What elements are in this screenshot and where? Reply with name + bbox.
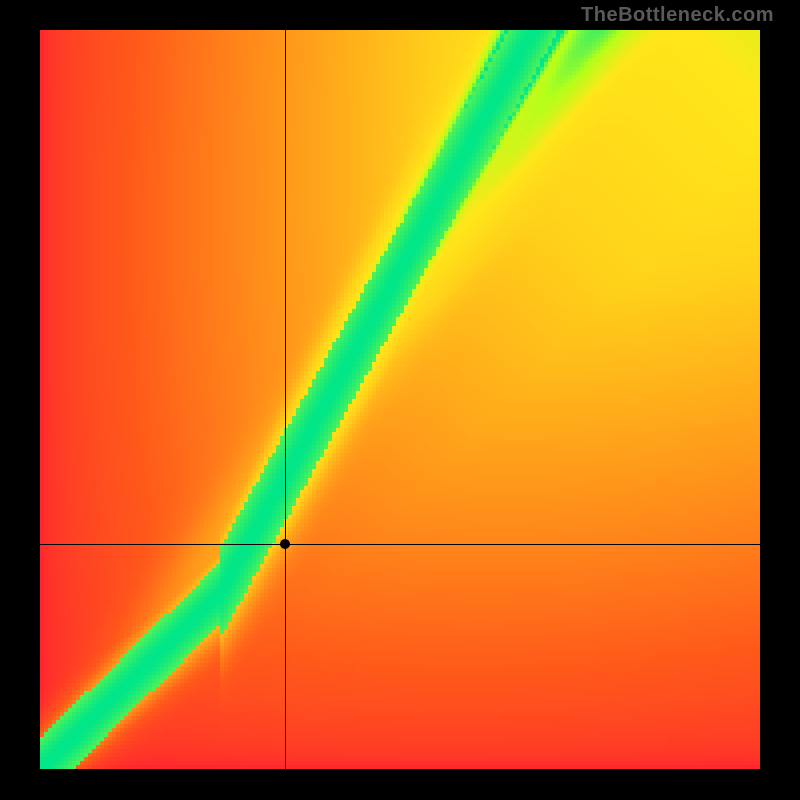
crosshair-horizontal <box>40 544 760 545</box>
watermark-text: TheBottleneck.com <box>581 4 774 27</box>
heatmap-plot <box>40 30 760 770</box>
heatmap-canvas <box>40 30 760 770</box>
crosshair-vertical <box>285 30 286 770</box>
